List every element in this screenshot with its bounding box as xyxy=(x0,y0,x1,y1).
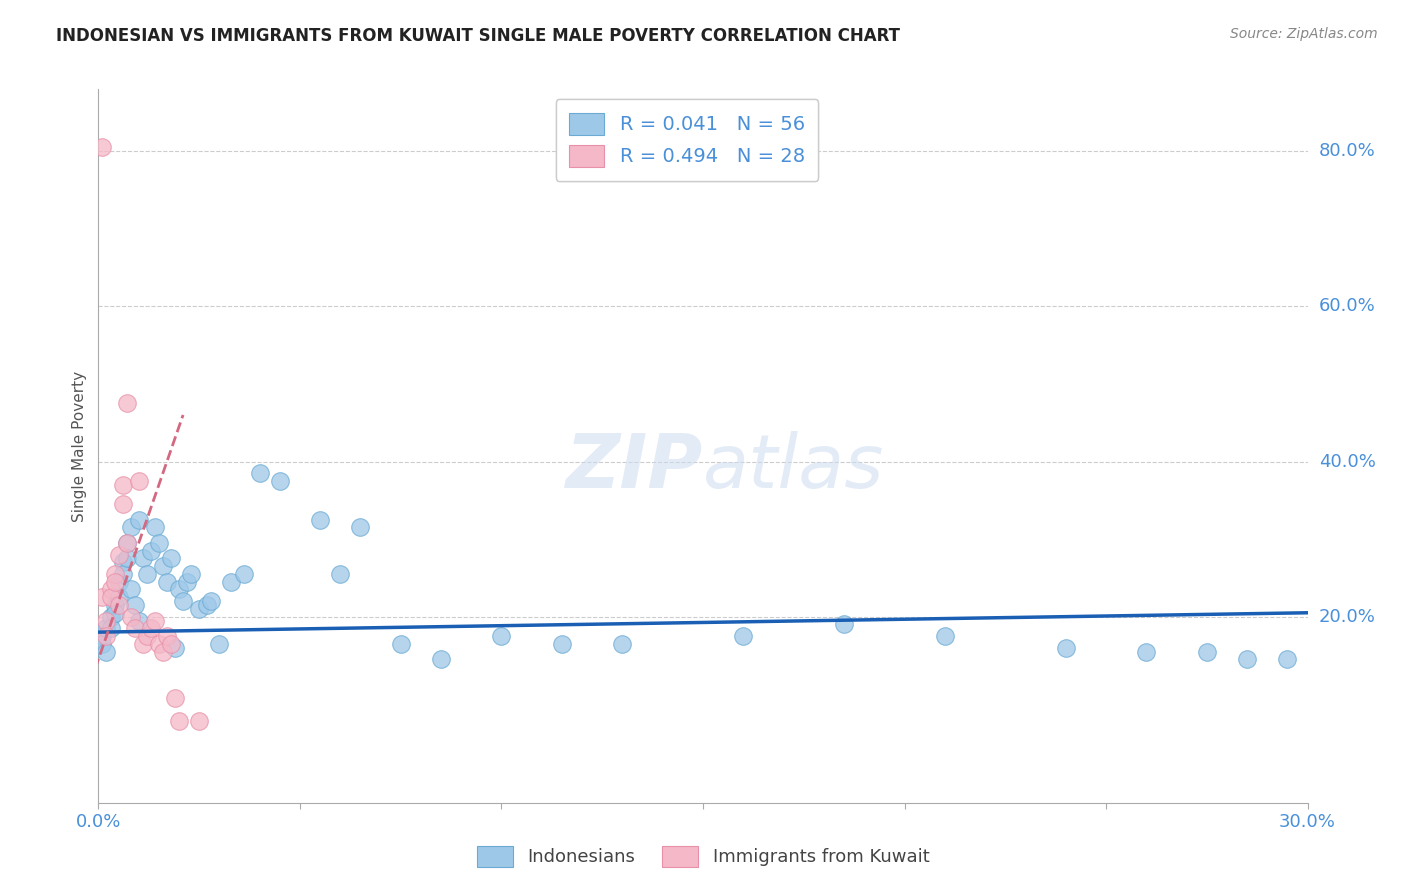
Point xyxy=(120,609,142,624)
Point xyxy=(156,574,179,589)
Point xyxy=(148,637,170,651)
Point xyxy=(96,614,118,628)
Point xyxy=(124,598,146,612)
Point xyxy=(128,614,150,628)
Point xyxy=(269,474,291,488)
Point xyxy=(96,644,118,658)
Point xyxy=(120,582,142,597)
Point xyxy=(100,609,122,624)
Point xyxy=(329,566,352,581)
Point xyxy=(143,520,166,534)
Point xyxy=(103,574,125,589)
Point xyxy=(195,598,218,612)
Point xyxy=(221,574,243,589)
Point xyxy=(128,474,150,488)
Point xyxy=(160,637,183,651)
Point xyxy=(96,621,118,635)
Text: 60.0%: 60.0% xyxy=(1319,297,1375,316)
Point xyxy=(176,574,198,589)
Point xyxy=(91,591,114,605)
Point xyxy=(111,566,134,581)
Point xyxy=(91,637,114,651)
Point xyxy=(733,629,755,643)
Y-axis label: Single Male Poverty: Single Male Poverty xyxy=(72,370,87,522)
Text: 40.0%: 40.0% xyxy=(1319,452,1375,470)
Point xyxy=(103,606,125,620)
Point xyxy=(172,594,194,608)
Point xyxy=(612,637,634,651)
Point xyxy=(232,566,254,581)
Point xyxy=(188,714,211,729)
Point xyxy=(139,543,162,558)
Point xyxy=(188,602,211,616)
Point xyxy=(91,140,114,154)
Point xyxy=(491,629,513,643)
Text: Source: ZipAtlas.com: Source: ZipAtlas.com xyxy=(1230,27,1378,41)
Point xyxy=(551,637,574,651)
Text: ZIP: ZIP xyxy=(565,431,703,504)
Point xyxy=(100,582,122,597)
Point xyxy=(309,513,332,527)
Point xyxy=(115,536,138,550)
Text: 80.0%: 80.0% xyxy=(1319,142,1375,161)
Point xyxy=(100,621,122,635)
Point xyxy=(163,640,186,655)
Point xyxy=(1277,652,1299,666)
Point xyxy=(135,566,157,581)
Point xyxy=(1195,644,1218,658)
Point xyxy=(107,548,129,562)
Legend: Indonesians, Immigrants from Kuwait: Indonesians, Immigrants from Kuwait xyxy=(470,838,936,874)
Point xyxy=(120,520,142,534)
Point xyxy=(832,617,855,632)
Point xyxy=(1054,640,1077,655)
Point xyxy=(132,637,155,651)
Point xyxy=(389,637,412,651)
Text: atlas: atlas xyxy=(703,432,884,503)
Point xyxy=(208,637,231,651)
Point xyxy=(148,536,170,550)
Text: INDONESIAN VS IMMIGRANTS FROM KUWAIT SINGLE MALE POVERTY CORRELATION CHART: INDONESIAN VS IMMIGRANTS FROM KUWAIT SIN… xyxy=(56,27,900,45)
Point xyxy=(167,582,190,597)
Point xyxy=(128,513,150,527)
Point xyxy=(1135,644,1157,658)
Point xyxy=(152,559,174,574)
Point xyxy=(167,714,190,729)
Point xyxy=(103,598,125,612)
Point xyxy=(111,555,134,569)
Point xyxy=(115,396,138,410)
Point xyxy=(200,594,222,608)
Point xyxy=(430,652,453,666)
Point xyxy=(163,691,186,706)
Point xyxy=(143,614,166,628)
Legend: R = 0.041   N = 56, R = 0.494   N = 28: R = 0.041 N = 56, R = 0.494 N = 28 xyxy=(555,99,818,181)
Point xyxy=(107,591,129,605)
Point xyxy=(115,551,138,566)
Point xyxy=(111,497,134,511)
Point xyxy=(249,466,271,480)
Point xyxy=(156,629,179,643)
Point xyxy=(160,551,183,566)
Point xyxy=(91,629,114,643)
Point xyxy=(349,520,371,534)
Point xyxy=(115,536,138,550)
Point xyxy=(107,574,129,589)
Point xyxy=(111,477,134,491)
Point xyxy=(107,598,129,612)
Point xyxy=(135,629,157,643)
Point xyxy=(132,551,155,566)
Point xyxy=(124,621,146,635)
Point xyxy=(139,621,162,635)
Point xyxy=(180,566,202,581)
Point xyxy=(152,644,174,658)
Text: 20.0%: 20.0% xyxy=(1319,607,1375,625)
Point xyxy=(934,629,956,643)
Point xyxy=(1236,652,1258,666)
Point xyxy=(100,591,122,605)
Point xyxy=(96,629,118,643)
Point xyxy=(103,566,125,581)
